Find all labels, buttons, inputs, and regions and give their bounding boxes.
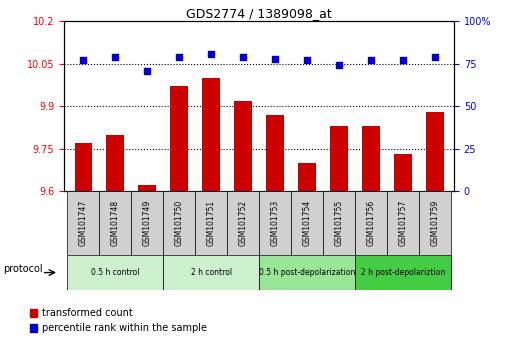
Point xyxy=(239,54,247,60)
Point xyxy=(79,57,87,63)
Text: GSM101751: GSM101751 xyxy=(207,200,215,246)
Point xyxy=(303,57,311,63)
Point xyxy=(111,54,120,60)
Point xyxy=(207,51,215,56)
Bar xyxy=(195,191,227,255)
Text: GSM101754: GSM101754 xyxy=(303,200,311,246)
Bar xyxy=(259,191,291,255)
Bar xyxy=(67,191,100,255)
Point xyxy=(271,56,279,62)
Text: GSM101753: GSM101753 xyxy=(270,200,280,246)
Text: 0.5 h control: 0.5 h control xyxy=(91,268,140,277)
Bar xyxy=(131,191,163,255)
Title: GDS2774 / 1389098_at: GDS2774 / 1389098_at xyxy=(186,7,332,20)
Text: GSM101757: GSM101757 xyxy=(399,200,407,246)
Text: GSM101747: GSM101747 xyxy=(79,200,88,246)
Text: GSM101750: GSM101750 xyxy=(174,200,184,246)
Text: GSM101749: GSM101749 xyxy=(143,200,152,246)
Bar xyxy=(387,191,419,255)
Text: GSM101752: GSM101752 xyxy=(239,200,248,246)
Bar xyxy=(139,185,156,191)
Bar xyxy=(330,126,348,191)
Point xyxy=(399,57,407,63)
Bar xyxy=(202,78,220,191)
Bar xyxy=(74,143,92,191)
Text: 0.5 h post-depolarization: 0.5 h post-depolarization xyxy=(259,268,355,277)
Text: GSM101756: GSM101756 xyxy=(366,200,376,246)
Point xyxy=(367,57,375,63)
Bar xyxy=(394,154,411,191)
Bar xyxy=(291,191,323,255)
Point xyxy=(335,63,343,68)
Bar xyxy=(170,86,188,191)
Bar xyxy=(259,255,355,290)
Point xyxy=(431,54,439,60)
Bar xyxy=(419,191,451,255)
Text: GSM101748: GSM101748 xyxy=(111,200,120,246)
Bar xyxy=(362,126,380,191)
Bar xyxy=(355,191,387,255)
Bar xyxy=(163,255,259,290)
Bar xyxy=(67,255,163,290)
Bar xyxy=(266,115,284,191)
Bar xyxy=(426,112,444,191)
Bar xyxy=(163,191,195,255)
Text: 2 h post-depolariztion: 2 h post-depolariztion xyxy=(361,268,445,277)
Point xyxy=(175,54,183,60)
Text: GSM101759: GSM101759 xyxy=(430,200,439,246)
Bar xyxy=(323,191,355,255)
Point xyxy=(143,68,151,73)
Text: GSM101755: GSM101755 xyxy=(334,200,344,246)
Bar xyxy=(227,191,259,255)
Text: 2 h control: 2 h control xyxy=(190,268,232,277)
Bar xyxy=(100,191,131,255)
Legend: transformed count, percentile rank within the sample: transformed count, percentile rank withi… xyxy=(26,304,211,337)
Bar xyxy=(234,101,252,191)
Bar xyxy=(298,163,316,191)
Bar xyxy=(355,255,451,290)
Text: protocol: protocol xyxy=(3,264,43,274)
Bar xyxy=(107,135,124,191)
